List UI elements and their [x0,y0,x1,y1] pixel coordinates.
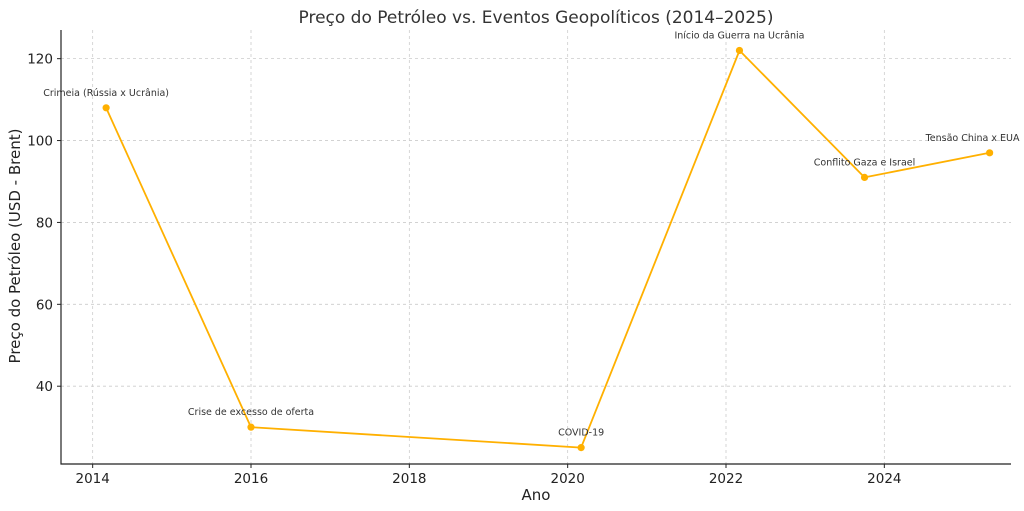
x-tick-label: 2016 [234,471,268,487]
event-annotation: Tensão China x EUA [925,133,1020,144]
x-tick-label: 2024 [867,471,901,487]
data-point [102,104,110,112]
data-point [247,423,255,431]
axes: 2014 2016 2018 2020 2022 2024 40 60 80 100 120 [27,30,1011,487]
data-point [735,46,744,55]
series-line [105,49,990,449]
y-tick-label: 80 [36,215,53,231]
series-layer [102,46,994,452]
data-point [860,173,869,181]
data-point [577,444,585,452]
y-tick-label: 60 [36,297,53,313]
event-annotation: Início da Guerra na Ucrânia [674,30,804,41]
x-tick-label: 2020 [550,471,584,487]
event-annotation: COVID-19 [558,428,604,439]
data-point [986,149,994,157]
chart-title: Preço do Petróleo vs. Eventos Geopolític… [299,8,774,28]
annotations: Crimeia (Rússia x Ucrânia) Crise de exces… [43,30,1020,438]
event-annotation: Crise de excesso de oferta [188,407,314,418]
event-annotation: Conflito Gaza e Israel [814,157,916,168]
y-tick-label: 40 [36,379,53,395]
x-tick-label: 2018 [392,471,426,487]
x-tick-label: 2022 [709,471,743,487]
y-tick-label: 100 [27,134,53,150]
y-tick-label: 120 [27,52,53,68]
grid [61,30,1011,464]
event-annotation: Crimeia (Rússia x Ucrânia) [43,88,169,99]
x-tick-label: 2014 [75,471,109,487]
x-axis-label: Ano [522,486,551,504]
y-axis-label: Preço do Petróleo (USD - Brent) [6,129,24,364]
axis-spines [60,30,1011,465]
